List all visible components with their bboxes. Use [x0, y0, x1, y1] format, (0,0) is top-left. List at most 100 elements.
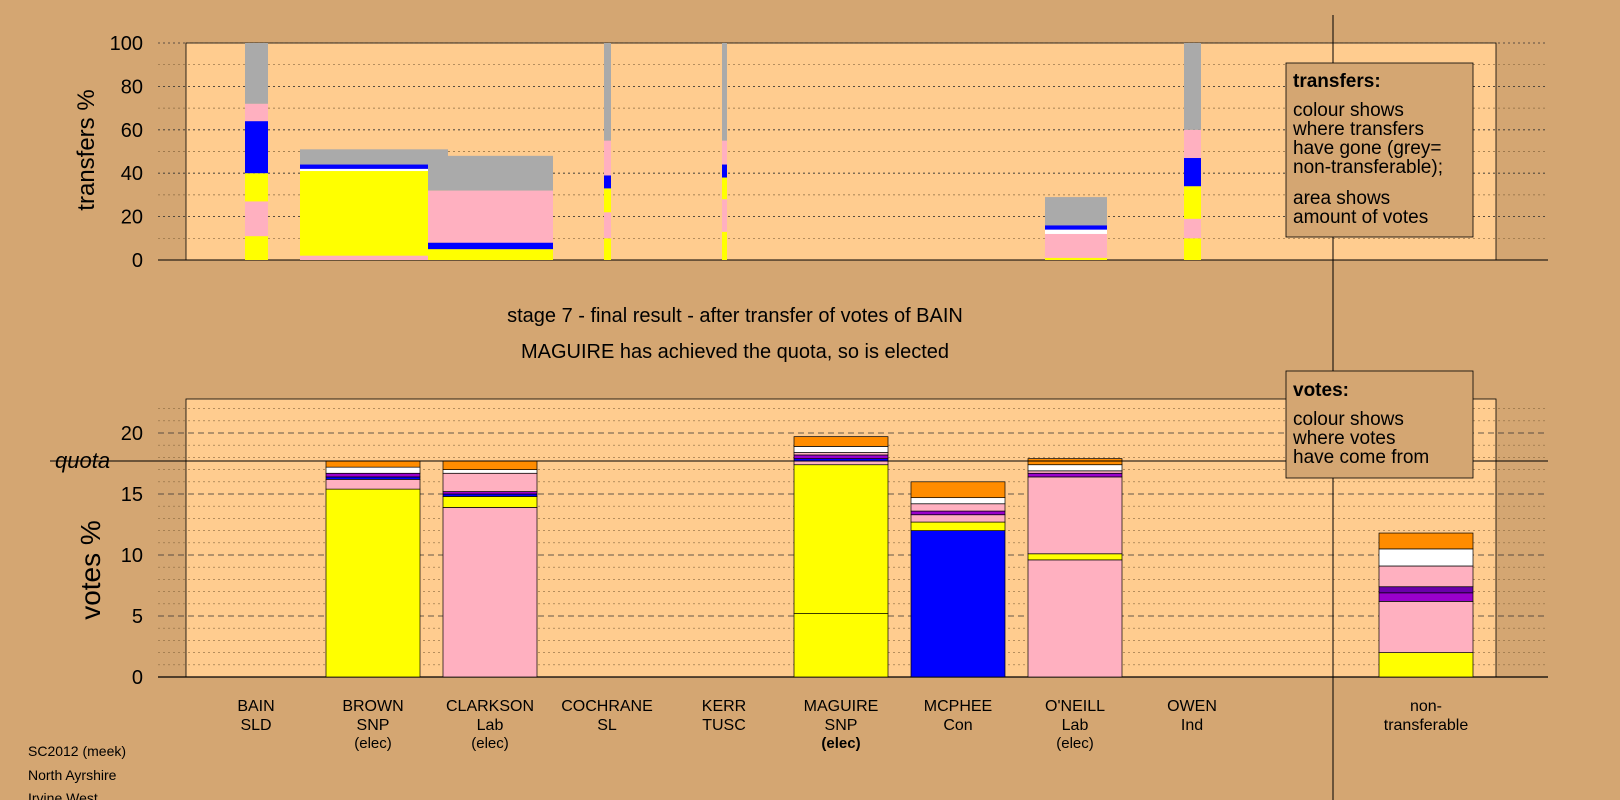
votes-y-tick-label: 15: [121, 484, 143, 506]
candidate-party-label: SLD: [240, 717, 271, 734]
stage-subtitle: MAGUIRE has achieved the quota, so is el…: [521, 341, 949, 363]
transfers-y-tick-label: 100: [110, 33, 143, 55]
vote-segment: [442, 469, 538, 474]
transfer-segment: [1045, 197, 1107, 226]
transfer-segment: [604, 212, 611, 239]
transfers-legend-line: have gone (grey=: [1293, 138, 1441, 159]
transfers-bars: [245, 43, 1201, 260]
transfer-segment: [722, 164, 727, 178]
transfer-segment: [300, 171, 448, 256]
transfer-segment: [245, 236, 268, 260]
vote-segment: [910, 530, 1006, 678]
transfer-segment: [428, 242, 553, 250]
transfer-segment: [428, 190, 553, 243]
transfer-segment: [1184, 158, 1201, 187]
transfer-segment: [722, 140, 727, 165]
vote-segment: [910, 481, 1006, 499]
vote-segment: [1378, 532, 1474, 550]
vote-segment: [442, 496, 538, 508]
vote-segment: [1378, 548, 1474, 567]
votes-legend-title: votes:: [1293, 380, 1349, 401]
candidate-name-label: BROWN: [342, 698, 403, 715]
transfers-y-tick-label: 0: [132, 250, 143, 272]
transfer-segment: [722, 177, 727, 200]
votes-legend-line: where votes: [1292, 428, 1395, 449]
vote-segment: [910, 514, 1006, 523]
vote-segment: [793, 446, 889, 453]
transfer-segment: [604, 140, 611, 176]
transfer-segment: [245, 201, 268, 237]
vote-segment: [1027, 472, 1123, 478]
vote-segment: [910, 510, 1006, 516]
candidate-party-label: Lab: [1062, 717, 1089, 734]
vote-segment: [325, 476, 421, 480]
votes-y-axis: 0 5 10 15 20: [121, 423, 143, 689]
transfers-legend-line: colour shows: [1293, 100, 1404, 121]
transfer-segment: [1184, 129, 1201, 159]
votes-legend-box: [1285, 370, 1474, 479]
votes-y-tick-label: 20: [121, 423, 143, 445]
vote-segment: [1027, 553, 1123, 561]
vote-segment: [1027, 464, 1123, 472]
transfers-y-tick-label: 80: [121, 76, 143, 98]
candidate-party-label: SL: [597, 717, 617, 734]
footer-line: Irvine West: [28, 790, 98, 800]
vote-segment: [325, 479, 421, 490]
vote-segment: [793, 613, 889, 678]
votes-legend-line: colour shows: [1293, 409, 1404, 430]
vote-segment: [442, 472, 538, 492]
footer-line: North Ayrshire: [28, 767, 117, 783]
transfer-segment: [722, 43, 727, 141]
candidate-name-label: CLARKSON: [446, 698, 534, 715]
transfer-segment: [1184, 218, 1201, 239]
vote-segment: [325, 460, 421, 468]
candidate-party-label: transferable: [1384, 717, 1469, 734]
transfer-segment: [1045, 257, 1107, 260]
transfers-legend-line: area shows: [1293, 188, 1390, 209]
transfer-segment: [1184, 238, 1201, 260]
transfer-segment: [300, 149, 448, 165]
candidate-status-label: (elec): [471, 735, 509, 752]
transfers-legend-line: non-transferable);: [1293, 157, 1443, 178]
footer-line: SC2012 (meek): [28, 743, 126, 759]
quota-label: quota: [55, 448, 110, 473]
candidate-party-label: Lab: [477, 717, 504, 734]
votes-y-axis-label: votes %: [75, 520, 106, 620]
votes-y-tick-label: 5: [132, 606, 143, 628]
transfer-segment: [245, 43, 268, 104]
transfer-segment: [300, 164, 448, 169]
vote-segment: [325, 488, 421, 678]
transfers-y-tick-label: 40: [121, 163, 143, 185]
candidate-party-label: SNP: [357, 717, 390, 734]
vote-segment: [1378, 601, 1474, 653]
transfers-legend-box: [1285, 62, 1474, 238]
vote-segment: [793, 454, 889, 459]
candidate-name-label: non-: [1410, 698, 1442, 715]
candidate-party-label: Ind: [1181, 717, 1203, 734]
votes-legend-line: have come from: [1293, 447, 1429, 468]
transfer-segment: [245, 173, 268, 202]
vote-segment: [442, 491, 538, 495]
transfer-segment: [1184, 43, 1201, 130]
transfer-segment: [245, 121, 268, 174]
transfer-segment: [245, 103, 268, 122]
transfer-segment: [300, 255, 448, 260]
transfers-y-tick-label: 20: [121, 207, 143, 229]
vote-segment: [442, 460, 538, 470]
transfer-segment: [300, 168, 448, 172]
vote-segment: [1378, 652, 1474, 678]
transfer-segment: [604, 188, 611, 213]
vote-segment: [910, 521, 1006, 531]
candidate-party-label: SNP: [825, 717, 858, 734]
transfers-y-tick-label: 60: [121, 120, 143, 142]
transfers-legend-line: amount of votes: [1293, 207, 1428, 228]
candidate-party-label: TUSC: [702, 717, 746, 734]
vote-segment: [1378, 565, 1474, 588]
candidate-name-label: OWEN: [1167, 698, 1217, 715]
transfers-legend-line: where transfers: [1292, 119, 1424, 140]
vote-segment: [1027, 458, 1123, 466]
vote-segment: [910, 497, 1006, 505]
vote-segment: [1378, 586, 1474, 594]
candidate-status-label: (elec): [821, 735, 860, 752]
